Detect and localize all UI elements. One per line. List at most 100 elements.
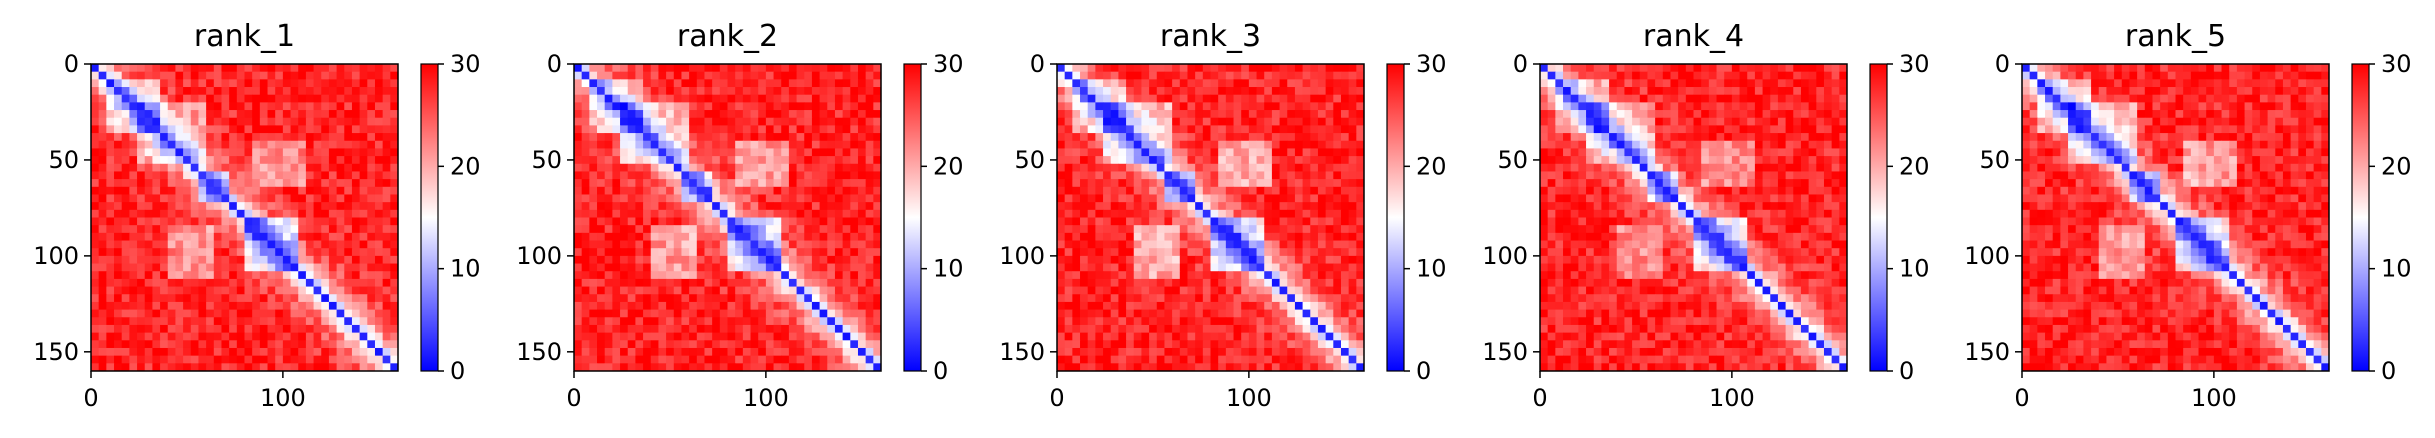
heatmap-cell (666, 202, 675, 211)
heatmap-cell (152, 248, 161, 257)
heatmap-cell (1126, 110, 1135, 119)
heatmap-cell (873, 194, 882, 203)
heatmap-cell (1164, 363, 1173, 372)
heatmap-cell (1149, 332, 1158, 341)
heatmap-cell (819, 309, 828, 318)
heatmap-cell (252, 171, 261, 180)
heatmap-cell (290, 255, 299, 265)
heatmap-cell (804, 278, 813, 288)
heatmap-cell (114, 255, 123, 265)
heatmap-cell (1264, 278, 1273, 288)
heatmap-cell (152, 217, 161, 226)
heatmap-cell (390, 171, 399, 180)
heatmap-cell (658, 309, 667, 318)
heatmap-cell (359, 133, 368, 142)
heatmap-cell (1333, 248, 1342, 257)
heatmap-cell (1141, 332, 1150, 341)
heatmap-cell (1317, 125, 1327, 134)
heatmap-cell (359, 286, 368, 295)
heatmap-cell (144, 347, 153, 357)
heatmap-cell (1195, 64, 1204, 73)
heatmap-cell (282, 255, 292, 265)
heatmap-cell (213, 232, 222, 242)
heatmap-cell (1333, 133, 1342, 142)
heatmap-cell (1248, 194, 1258, 203)
heatmap-cell (865, 225, 874, 234)
heatmap-cell (842, 232, 851, 242)
heatmap-cell (1080, 340, 1089, 349)
heatmap-cell (658, 278, 667, 288)
heatmap-cell (819, 156, 828, 165)
heatmap-cell (213, 79, 222, 88)
heatmap-cell (873, 363, 882, 372)
heatmap-cell (1356, 301, 1365, 311)
heatmap-cell (788, 286, 798, 295)
heatmap-cell (1118, 171, 1127, 180)
heatmap-cell (804, 209, 813, 218)
heatmap-cell (98, 271, 107, 280)
heatmap-cell (144, 317, 153, 326)
heatmap-cell (1210, 340, 1219, 349)
heatmap-cell (121, 278, 130, 288)
heatmap-cell (857, 263, 867, 272)
heatmap-cell (1816, 79, 1825, 88)
heatmap-cell (1118, 301, 1127, 311)
heatmap-cell (1057, 278, 1066, 288)
heatmap-cell (1340, 347, 1350, 357)
heatmap-cell (1317, 340, 1327, 349)
heatmap-cell (1310, 194, 1319, 203)
heatmap-cell (336, 340, 345, 349)
heatmap-cell (1172, 64, 1181, 73)
heatmap-cell (1103, 133, 1112, 142)
heatmap-cell (712, 248, 721, 257)
heatmap-cell (1064, 163, 1073, 172)
heatmap-cell (1248, 355, 1258, 364)
heatmap-cell (673, 255, 682, 265)
heatmap-cell (627, 255, 636, 265)
heatmap-cell (681, 240, 690, 249)
heatmap-cell (1141, 363, 1150, 372)
heatmap-cell (198, 64, 207, 73)
heatmap-cell (620, 94, 629, 103)
heatmap-cell (1164, 217, 1173, 226)
heatmap-cell (1701, 71, 1710, 80)
heatmap-cell (750, 324, 759, 334)
heatmap-cell (198, 140, 207, 149)
heatmap-cell (650, 209, 659, 218)
heatmap-cell (635, 355, 644, 364)
heatmap-cell (1080, 332, 1089, 341)
heatmap-cell (106, 217, 115, 226)
heatmap-cell (650, 64, 659, 73)
heatmap-cell (604, 110, 613, 119)
heatmap-cell (359, 355, 368, 364)
heatmap-cell (1279, 324, 1288, 334)
heatmap-cell (1103, 194, 1112, 203)
heatmap-cell (712, 309, 721, 318)
heatmap-cell (781, 209, 790, 218)
heatmap-cell (1156, 102, 1165, 111)
heatmap-cell (581, 125, 590, 134)
heatmap-cell (328, 209, 338, 218)
heatmap-cell (328, 148, 338, 157)
heatmap-cell (1118, 309, 1127, 318)
heatmap-cell (359, 217, 368, 226)
heatmap-cell (589, 156, 598, 165)
heatmap-cell (1302, 125, 1311, 134)
heatmap-cell (1294, 133, 1304, 142)
heatmap-cell (1317, 317, 1327, 326)
heatmap-cell (666, 117, 675, 126)
heatmap-cell (750, 64, 759, 73)
heatmap-cell (114, 156, 123, 165)
heatmap-cell (1279, 317, 1288, 326)
heatmap-cell (290, 324, 299, 334)
heatmap-cell (1110, 263, 1119, 272)
heatmap-cell (229, 71, 238, 80)
heatmap-cell (1057, 87, 1066, 96)
heatmap-cell (374, 171, 384, 180)
heatmap-cell (152, 255, 161, 265)
heatmap-cell (351, 278, 361, 288)
heatmap-cell (1264, 87, 1273, 96)
heatmap-cell (666, 179, 675, 188)
heatmap-cell (183, 94, 192, 103)
heatmap-cell (1302, 102, 1311, 111)
